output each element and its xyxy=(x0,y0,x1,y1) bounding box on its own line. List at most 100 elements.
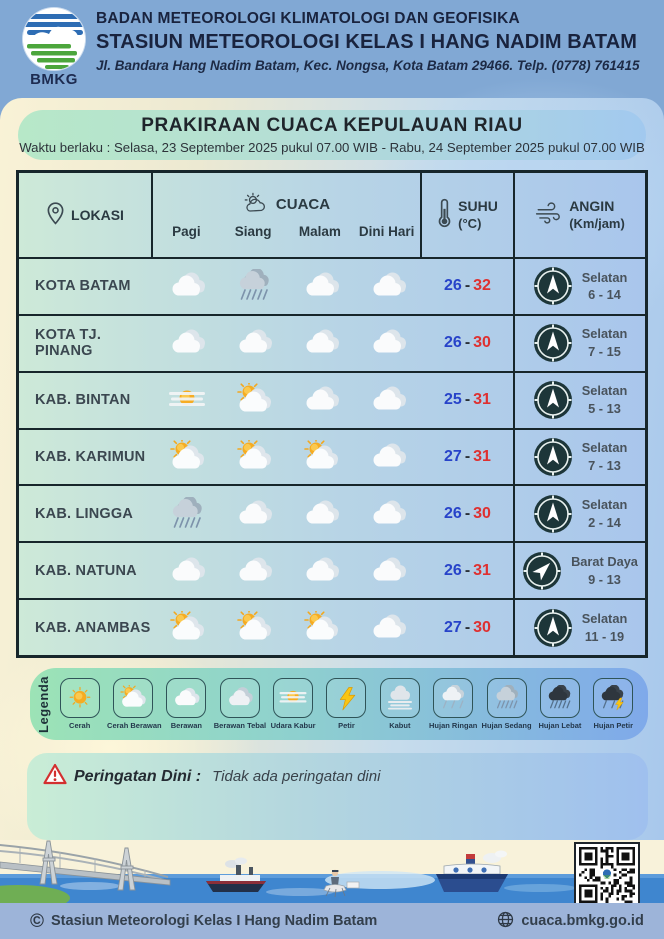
temp-min: 26 xyxy=(444,334,462,352)
temp-min: 27 xyxy=(444,618,462,636)
forecast-table: LOKASI xyxy=(16,170,648,658)
temp-max: 31 xyxy=(473,448,491,465)
legend-item: Hujan Sedang xyxy=(481,678,533,730)
temp-max: 30 xyxy=(473,618,491,636)
weather-icon-berawan xyxy=(306,329,340,353)
legend-item: Cerah Berawan xyxy=(107,678,162,730)
weather-icon-petir xyxy=(340,687,356,711)
temp-min: 27 xyxy=(444,448,462,465)
location-label: KAB. LINGGA xyxy=(35,505,134,522)
wind-icon xyxy=(535,201,563,229)
table-row: KAB. BINTAN 25 - 31 xyxy=(19,372,645,430)
wind-cell: Selatan 6 - 14 xyxy=(515,259,645,314)
wind-compass-icon xyxy=(533,324,572,363)
weather-icon-berawan xyxy=(239,500,272,524)
temperature-cell: 27 - 31 xyxy=(422,429,515,485)
weather-icon-hujan-lebat xyxy=(548,685,571,709)
weather-icon-berawan xyxy=(373,386,407,410)
copyright-text: Stasiun Meteorologi Kelas I Hang Nadim B… xyxy=(51,913,378,929)
location-cell: KAB. ANAMBAS xyxy=(19,600,153,655)
column-header-suhu: SUHU (°C) xyxy=(422,173,515,257)
wind-speed: 9 - 13 xyxy=(588,571,621,587)
weather-icon-berawan xyxy=(373,272,407,296)
temp-max: 31 xyxy=(473,391,491,409)
weather-icon-cerah-berawan xyxy=(304,440,339,469)
temperature-cell: 26 - 32 xyxy=(422,259,515,314)
temp-max: 31 xyxy=(473,561,491,579)
wind-cell: Selatan 7 - 15 xyxy=(515,316,645,371)
weather-icon-berawan xyxy=(306,557,340,581)
temp-min: 25 xyxy=(444,391,462,409)
location-cell: KAB. NATUNA xyxy=(19,543,153,598)
wind-speed: 11 - 19 xyxy=(584,628,625,644)
steamship-illustration xyxy=(206,857,266,892)
weather-icon-udara-kabur xyxy=(168,390,205,407)
globe-icon xyxy=(497,911,514,932)
weather-icon-hujan-petir xyxy=(601,685,624,711)
weather-icon-cerah-berawan xyxy=(237,610,271,640)
legend-item-label: Berawan Tebal xyxy=(213,721,267,730)
temperature-cell: 25 - 31 xyxy=(422,372,515,428)
temp-min: 26 xyxy=(444,504,462,522)
weather-icon-berawan xyxy=(172,329,205,353)
weather-cells xyxy=(153,259,422,314)
wind-direction: Selatan xyxy=(581,496,628,512)
content-canvas: PRAKIRAAN CUACA KEPULAUAN RIAU Waktu ber… xyxy=(0,78,664,858)
column-header-cuaca: CUACA Pagi Siang Malam Dini Hari xyxy=(153,173,422,257)
bmkg-logo: BMKG xyxy=(18,8,90,88)
column-header-cuaca-label: CUACA xyxy=(275,196,331,213)
table-row: KOTA TJ. PINANG 26 - 30 xyxy=(19,315,645,373)
weather-icon-cerah-berawan xyxy=(237,440,271,469)
sun-cloud-icon xyxy=(243,192,269,218)
location-label: KAB. BINTAN xyxy=(35,392,131,409)
wind-compass-icon xyxy=(523,551,562,590)
weather-icon-berawan xyxy=(172,557,205,581)
temp-max: 30 xyxy=(473,334,491,352)
location-pin-icon xyxy=(46,201,65,229)
wind-cell: Selatan 11 - 19 xyxy=(515,600,645,655)
legend-items: Cerah Cerah Berawan Berawan Berawan Teba… xyxy=(53,678,640,730)
wind-cell: Selatan 5 - 13 xyxy=(515,373,645,428)
column-header-angin: ANGIN (Km/jam) xyxy=(515,173,645,257)
copyright-icon: © xyxy=(30,910,44,932)
weather-cells xyxy=(153,373,422,428)
weather-icon-kabut xyxy=(387,685,412,710)
temp-max: 32 xyxy=(473,277,491,295)
agency-text-block: BADAN METEOROLOGI KLIMATOLOGI DAN GEOFIS… xyxy=(96,10,656,73)
wind-direction: Selatan xyxy=(581,440,628,456)
wind-speed: 7 - 15 xyxy=(588,344,621,360)
weather-cells xyxy=(153,600,422,655)
legend-item: Udara Kabur xyxy=(267,678,319,730)
angin-unit-label: (Km/jam) xyxy=(569,215,625,231)
weather-cells xyxy=(153,486,422,541)
legend-item-label: Petir xyxy=(338,721,355,730)
legend-item: Hujan Lebat xyxy=(534,678,586,730)
legend-item-label: Cerah xyxy=(69,721,91,730)
legend-item-label: Berawan xyxy=(170,721,203,730)
location-cell: KAB. BINTAN xyxy=(19,373,153,428)
warning-label: Peringatan Dini : xyxy=(74,767,202,785)
weather-icon-berawan xyxy=(373,443,407,467)
table-body: KOTA BATAM 26 - 32 xyxy=(19,259,645,656)
weather-icon-hujan-sedang xyxy=(239,269,269,301)
suhu-unit-label: (°C) xyxy=(458,215,482,231)
location-cell: KOTA BATAM xyxy=(19,259,153,314)
temperature-cell: 26 - 30 xyxy=(422,486,515,542)
weather-icon-berawan xyxy=(373,557,407,581)
legend-item: Hujan Petir xyxy=(587,678,639,730)
weather-icon-berawan-tebal xyxy=(228,687,253,706)
legend-item: Berawan Tebal xyxy=(214,678,266,730)
bridge-illustration xyxy=(0,840,171,891)
wind-cell: Barat Daya 9 - 13 xyxy=(515,543,645,598)
footer-illustration xyxy=(0,840,664,903)
legend-item-label: Kabut xyxy=(389,721,411,730)
weather-icon-cerah-berawan xyxy=(120,685,146,707)
early-warning-panel: Peringatan Dini : Tidak ada peringatan d… xyxy=(27,753,648,840)
fisherman-illustration xyxy=(323,869,360,898)
subcolumn-malam: Malam xyxy=(298,223,341,239)
subcolumn-pagi: Pagi xyxy=(172,223,201,239)
agency-header: BMKG BADAN METEOROLOGI KLIMATOLOGI DAN G… xyxy=(0,0,664,98)
weather-cells xyxy=(153,543,422,598)
forecast-title-panel: PRAKIRAAN CUACA KEPULAUAN RIAU Waktu ber… xyxy=(18,110,646,160)
wind-speed: 7 - 13 xyxy=(588,458,621,473)
